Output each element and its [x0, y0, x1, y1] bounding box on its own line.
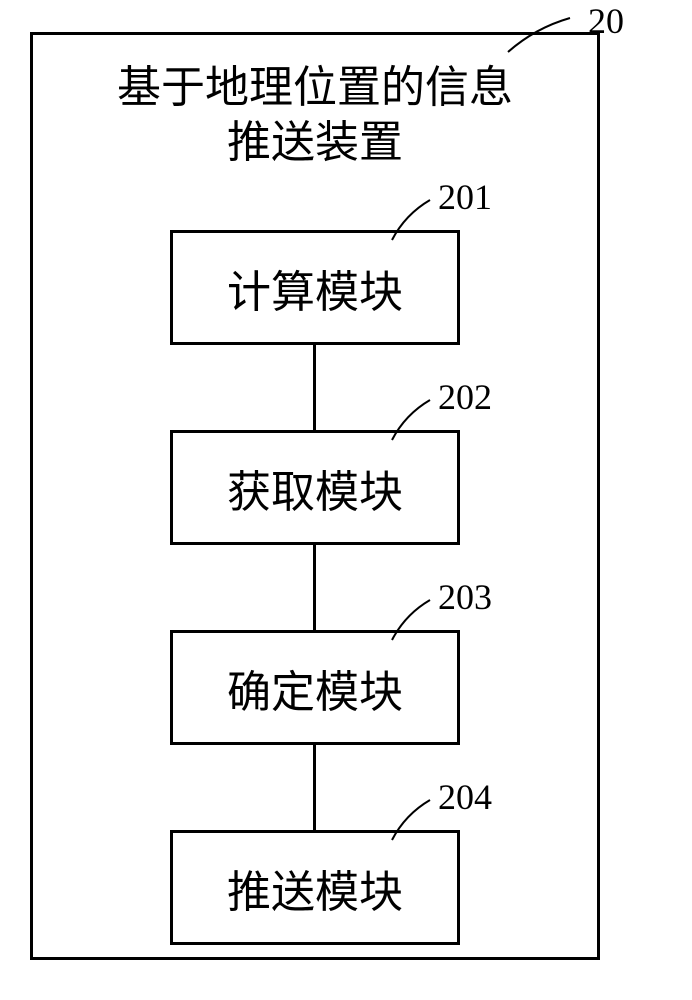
module-determine: 确定模块	[170, 630, 460, 745]
module-acquire-label: 获取模块	[227, 456, 403, 520]
connector-1-2	[313, 345, 316, 430]
diagram-canvas: 20 基于地理位置的信息 推送装置 计算模块 201 获取模块 202 确定模块…	[0, 0, 692, 1000]
title-line-1: 基于地理位置的信息	[117, 63, 513, 112]
module-determine-label: 确定模块	[227, 656, 403, 720]
connector-3-4	[313, 745, 316, 830]
module-acquire-leader	[386, 394, 436, 446]
module-push-label: 推送模块	[227, 856, 403, 920]
module-compute-number: 201	[438, 176, 492, 218]
diagram-title: 基于地理位置的信息 推送装置	[100, 60, 530, 170]
module-compute: 计算模块	[170, 230, 460, 345]
module-acquire-number: 202	[438, 376, 492, 418]
module-push: 推送模块	[170, 830, 460, 945]
module-compute-label: 计算模块	[227, 256, 403, 320]
module-determine-number: 203	[438, 576, 492, 618]
module-compute-leader	[386, 194, 436, 246]
outer-leader-line	[502, 12, 576, 58]
module-determine-leader	[386, 594, 436, 646]
module-push-number: 204	[438, 776, 492, 818]
module-acquire: 获取模块	[170, 430, 460, 545]
outer-label: 20	[588, 0, 624, 42]
connector-2-3	[313, 545, 316, 630]
module-push-leader	[386, 794, 436, 846]
title-line-2: 推送装置	[227, 118, 403, 167]
